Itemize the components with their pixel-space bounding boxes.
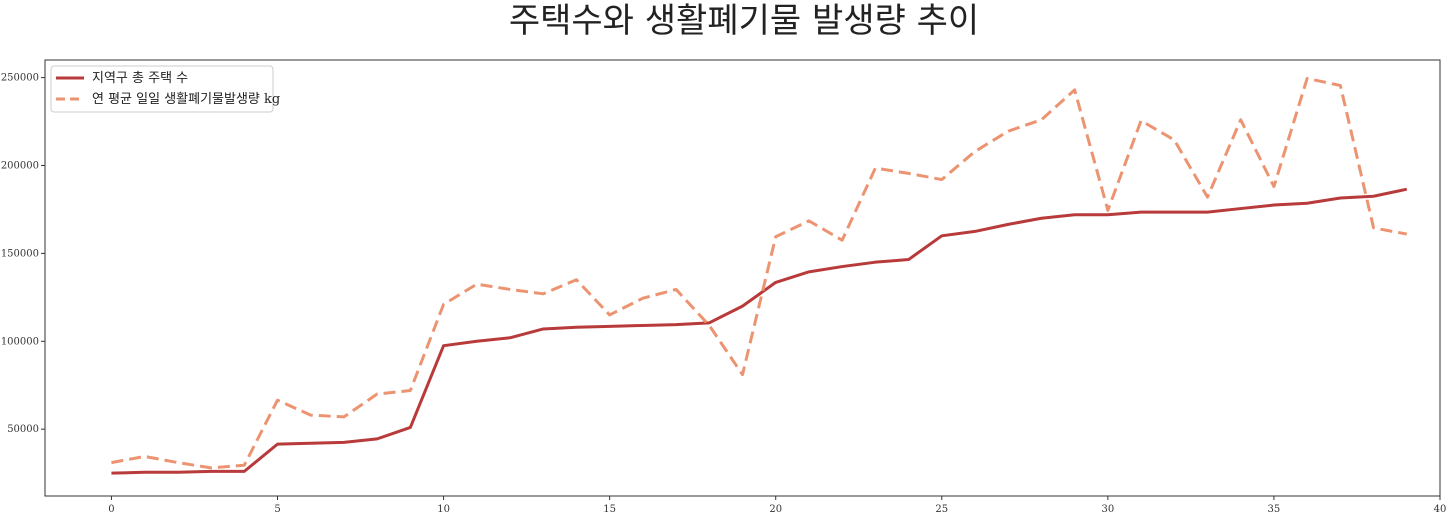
series-line-1 [111, 76, 1408, 470]
plot-area [44, 59, 1441, 497]
x-tick-label-0: 0 [108, 504, 114, 515]
x-tick-label-8: 40 [1434, 504, 1447, 515]
y-axis: 50000 100000 150000 200000 250000 [1, 73, 45, 435]
x-tick-label-3: 15 [603, 504, 616, 515]
x-tick-label-7: 35 [1268, 504, 1281, 515]
series-line-0 [111, 187, 1408, 475]
x-tick-label-4: 20 [769, 504, 782, 515]
chart-title: 주택수와 생활폐기물 발생량 추이 [509, 1, 979, 41]
y-tick-label-4: 250000 [1, 73, 39, 84]
x-tick-label-5: 25 [935, 504, 948, 515]
y-tick-label-3: 200000 [1, 160, 39, 171]
y-tick-label-1: 100000 [1, 336, 39, 347]
x-axis: 0 5 10 15 20 25 30 35 40 [108, 496, 1446, 515]
legend-label-0: 지역구 총 주택 수 [92, 71, 188, 86]
y-tick-label-2: 150000 [1, 248, 39, 259]
x-tick-label-2: 10 [437, 504, 450, 515]
legend-label-1: 연 평균 일일 생활폐기물발생량 kg [92, 92, 280, 107]
legend: 지역구 총 주택 수 연 평균 일일 생활폐기물발생량 kg [50, 65, 280, 113]
x-tick-label-6: 30 [1101, 504, 1114, 515]
y-tick-label-0: 50000 [7, 424, 39, 435]
legend-box [50, 65, 274, 113]
series-lines [111, 76, 1408, 475]
x-tick-label-1: 5 [274, 504, 280, 515]
